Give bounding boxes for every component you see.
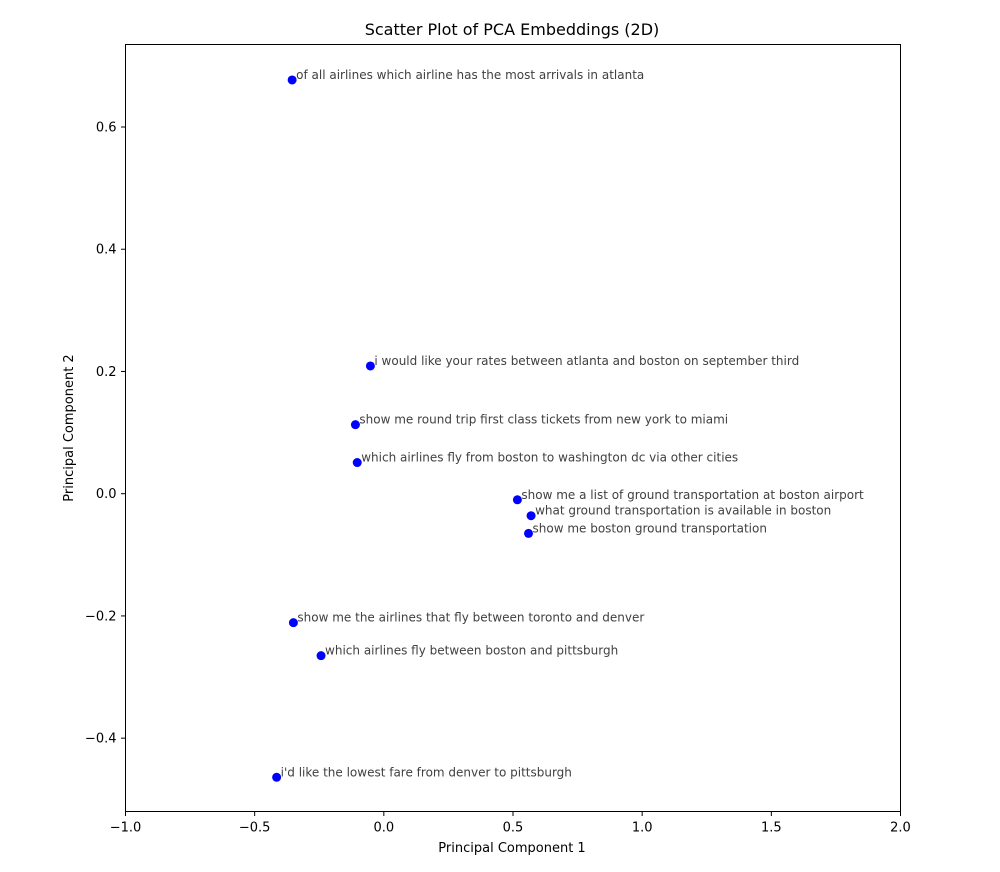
data-point	[524, 528, 533, 538]
x-tick-label: 1.5	[761, 821, 782, 836]
point-label: what ground transportation is available …	[535, 504, 831, 518]
point-label: which airlines fly from boston to washin…	[361, 451, 738, 465]
y-tick-label: 0.6	[96, 121, 117, 136]
data-point	[352, 458, 362, 468]
chart-title: Scatter Plot of PCA Embeddings (2D)	[365, 20, 660, 39]
plot-area: of all airlines which airline has the mo…	[272, 68, 864, 782]
data-point	[316, 651, 326, 661]
x-axis: −1.0 −0.5 0.0 0.5 1.0 1.5 2.0	[110, 811, 911, 836]
data-point	[350, 420, 360, 430]
y-tick-label: 0.0	[96, 487, 117, 502]
point-label: i'd like the lowest fare from denver to …	[281, 765, 572, 779]
x-tick-label: 0.0	[373, 821, 394, 836]
y-axis-title: Principal Component 2	[62, 354, 77, 501]
point-label: show me a list of ground transportation …	[521, 488, 864, 502]
point-label: i would like your rates between atlanta …	[374, 354, 799, 368]
x-tick-label: 2.0	[890, 821, 911, 836]
x-tick-label: 1.0	[632, 821, 653, 836]
data-point	[272, 772, 282, 782]
data-point	[365, 361, 375, 371]
y-tick-label: −0.4	[85, 732, 117, 747]
point-label: which airlines fly between boston and pi…	[325, 644, 618, 658]
y-axis: −0.4 −0.2 0.0 0.2 0.4 0.6	[85, 121, 126, 747]
x-tick-label: 0.5	[503, 821, 524, 836]
point-label: of all airlines which airline has the mo…	[296, 68, 644, 82]
x-tick-label: −1.0	[110, 821, 142, 836]
data-point	[512, 495, 522, 505]
x-tick-label: −0.5	[239, 821, 271, 836]
y-tick-label: 0.4	[96, 243, 117, 258]
data-point	[287, 75, 297, 85]
point-label: show me the airlines that fly between to…	[297, 611, 644, 625]
point-label: show me round trip first class tickets f…	[359, 413, 728, 427]
data-point	[526, 511, 536, 521]
x-axis-title: Principal Component 1	[438, 841, 585, 856]
point-label: show me boston ground transportation	[533, 521, 767, 535]
y-tick-label: −0.2	[85, 609, 117, 624]
y-tick-label: 0.2	[96, 365, 117, 380]
data-point	[288, 618, 298, 628]
